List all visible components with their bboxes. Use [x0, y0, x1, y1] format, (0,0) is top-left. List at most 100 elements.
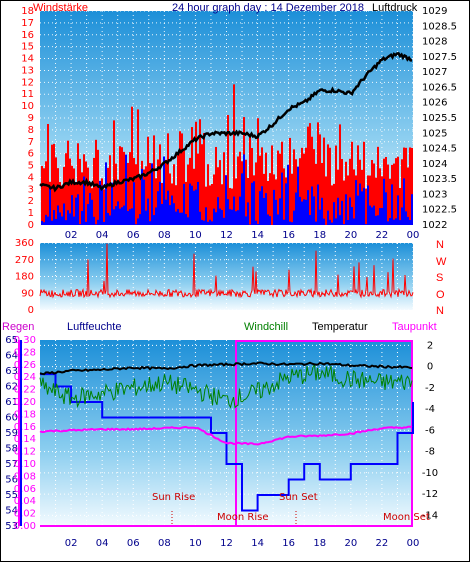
- wind-speed-bar: [323, 137, 325, 225]
- gust-bar: [221, 210, 223, 225]
- wind-speed-bar: [175, 185, 177, 225]
- humidity-tick-label: 62: [5, 382, 18, 393]
- gust-bar: [101, 185, 103, 225]
- hour-tick-label: 04: [96, 538, 109, 549]
- gust-bar: [217, 197, 219, 225]
- wind-speed-bar: [283, 168, 285, 225]
- gust-bar: [279, 198, 281, 225]
- wind-speed-bar: [385, 157, 387, 225]
- temperature-tick-label: 0: [427, 362, 433, 373]
- wind-speed-bar: [155, 178, 157, 225]
- rain-axis-title: Regen: [2, 321, 34, 333]
- wind-speed-bar: [347, 175, 349, 225]
- gust-bar: [371, 207, 373, 225]
- hour-tick-label: 00: [407, 230, 420, 241]
- gust-bar: [289, 221, 291, 225]
- wind-speed-bar: [363, 141, 365, 225]
- hour-tick-label: 08: [158, 230, 171, 241]
- gust-bar: [357, 195, 359, 225]
- wind-speed-bar: [399, 188, 401, 225]
- gust-bar: [157, 191, 159, 225]
- wind-speed-axis-title: Windstärke: [33, 2, 88, 14]
- compass-n-bottom: N: [436, 305, 444, 317]
- gust-bar: [193, 190, 195, 225]
- gust-bar: [191, 185, 193, 225]
- wind-speed-tick-label: 7: [28, 137, 34, 148]
- gust-bar: [185, 213, 187, 225]
- wind-speed-bar: [185, 181, 187, 225]
- moon-rise-label: Moon Rise: [217, 512, 268, 523]
- gust-bar: [47, 216, 49, 225]
- hour-tick-label: 06: [127, 230, 140, 241]
- pressure-tick-label: 1027.5: [422, 52, 457, 63]
- humidity-line: [40, 373, 414, 512]
- gust-bar: [379, 208, 381, 225]
- gust-bar: [293, 210, 295, 225]
- gust-bar: [301, 201, 303, 225]
- pressure-tick-label: 1023.5: [422, 174, 457, 185]
- wind-speed-bar: [43, 168, 45, 225]
- wind-speed-bar: [341, 159, 343, 225]
- gust-bar: [65, 220, 67, 225]
- gust-bar: [127, 211, 129, 225]
- humidity-axis-title: Luftfeuchte: [67, 321, 121, 333]
- gust-bar: [219, 208, 221, 225]
- gust-bar: [233, 196, 235, 225]
- gust-bar: [103, 221, 105, 225]
- gust-bar: [309, 215, 311, 225]
- gust-bar: [81, 210, 83, 225]
- gust-bar: [245, 216, 247, 225]
- rain-tick-label: 0.06: [14, 484, 36, 495]
- gust-bar: [391, 184, 393, 225]
- wind-speed-bar: [131, 106, 133, 225]
- gust-bar: [261, 186, 263, 225]
- gust-bar: [151, 163, 153, 225]
- wind-speed-tick-label: 9: [28, 113, 34, 124]
- gust-bar: [243, 154, 245, 225]
- gust-bar: [257, 223, 259, 225]
- wind-speed-bar: [265, 152, 267, 225]
- wind-speed-bar: [215, 146, 217, 225]
- gust-bar: [339, 215, 341, 225]
- gust-bar: [237, 210, 239, 225]
- gust-bar: [55, 218, 57, 225]
- gust-bar: [165, 199, 167, 225]
- gust-bar: [337, 197, 339, 225]
- wind-speed-bar: [291, 173, 293, 225]
- gust-bar: [341, 200, 343, 225]
- wind-speed-bar: [405, 147, 407, 225]
- gust-bar: [285, 183, 287, 225]
- wind-speed-bar: [207, 164, 209, 225]
- wind-speed-tick-label: 15: [21, 42, 34, 53]
- dewpoint-legend: Taupunkt: [392, 321, 437, 333]
- gust-bar: [411, 194, 413, 225]
- gust-bar: [207, 221, 209, 225]
- gust-bar: [305, 199, 307, 225]
- humidity-tick-label: 58: [5, 444, 18, 455]
- gust-bar: [51, 220, 53, 225]
- gust-bar: [327, 210, 329, 225]
- wind-speed-bar: [209, 185, 211, 225]
- gust-bar: [399, 220, 401, 225]
- wind-speed-bar: [93, 157, 95, 225]
- gust-bar: [139, 214, 141, 225]
- gust-bar: [43, 222, 45, 225]
- wind-speed-bar: [235, 178, 237, 225]
- gust-bar: [85, 221, 87, 225]
- hour-tick-label: 18: [313, 538, 326, 549]
- rain-tick-label: 0.14: [14, 434, 36, 445]
- wind-speed-bar: [325, 176, 327, 225]
- wind-speed-bar: [187, 164, 189, 225]
- compass-s: S: [436, 272, 443, 284]
- temperature-tick-label: 2: [427, 340, 433, 351]
- gust-bar: [273, 189, 275, 225]
- wind-speed-bar: [41, 166, 43, 225]
- rain-tick-label: 0.20: [14, 397, 36, 408]
- gust-bar: [69, 213, 71, 225]
- wind-speed-bar: [139, 178, 141, 225]
- pressure-tick-label: 1026: [422, 98, 447, 109]
- wind-speed-bar: [121, 147, 123, 225]
- gust-bar: [351, 206, 353, 225]
- wind-speed-bar: [63, 166, 65, 225]
- rain-tick-label: 0.02: [14, 509, 36, 520]
